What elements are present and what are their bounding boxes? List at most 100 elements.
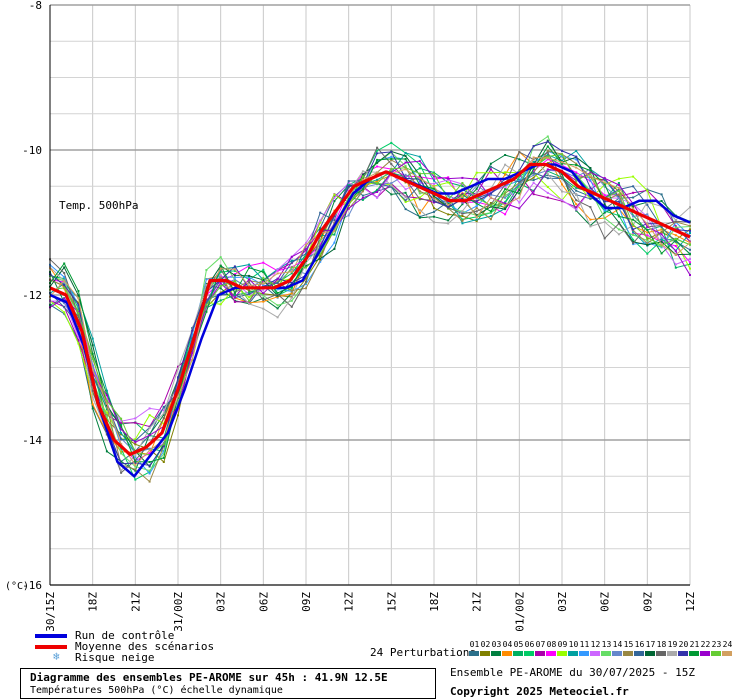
perturbation-point	[105, 408, 108, 411]
perturbation-point	[91, 357, 94, 360]
perturbation-point	[689, 257, 691, 260]
perturbation-point	[319, 260, 322, 263]
perturbation-point	[575, 158, 578, 161]
perturbation-point	[589, 197, 592, 200]
perturbation-point	[191, 359, 194, 361]
perturbation-point	[305, 243, 307, 246]
ensemble-mean-line	[49, 162, 691, 457]
perturbation-point	[674, 250, 677, 253]
perturbation-line-14	[49, 168, 691, 454]
perturbation-point	[262, 299, 265, 301]
perturbation-legend-item: 16	[634, 640, 645, 656]
perturbation-point	[674, 234, 677, 237]
perturbation-point	[660, 252, 663, 255]
perturbation-point	[91, 344, 94, 347]
snowflake-icon: ❄	[53, 650, 60, 663]
perturbation-lines	[49, 135, 691, 483]
perturbation-point	[134, 454, 137, 457]
perturbation-point	[134, 438, 137, 441]
perturbation-point	[617, 228, 620, 231]
perturbation-point	[376, 196, 379, 199]
perturbation-line-01	[49, 166, 691, 463]
perturbation-legend-item: 18	[656, 640, 667, 656]
perturbation-point	[219, 256, 222, 259]
perturbation-point	[433, 221, 435, 224]
perturbation-point	[617, 193, 620, 196]
perturbation-point	[290, 266, 293, 269]
chart-grid	[49, 4, 691, 586]
perturbation-point	[447, 178, 450, 181]
perturbation-point	[461, 196, 464, 199]
perturbation-legend-item: 12	[590, 640, 601, 656]
perturbation-point	[461, 182, 464, 184]
perturbation-point	[475, 198, 478, 201]
perturbation-point	[276, 278, 279, 281]
perturbation-point	[148, 469, 151, 472]
perturbation-point	[504, 163, 507, 166]
perturbation-point	[475, 218, 478, 221]
perturbation-point	[319, 245, 322, 248]
perturbation-point	[191, 352, 194, 354]
perturbation-point	[361, 190, 364, 193]
perturbation-point	[361, 194, 364, 197]
perturbation-point	[248, 281, 251, 284]
perturbation-point	[689, 261, 691, 264]
perturbation-point	[219, 285, 222, 288]
perturbations-label: 24 Perturbations	[370, 646, 476, 659]
perturbation-legend-item: 24	[722, 640, 733, 656]
perturbation-point	[120, 425, 123, 428]
perturbation-point	[404, 151, 407, 154]
perturbation-point	[404, 166, 407, 169]
perturbation-legend-item: 20	[678, 640, 689, 656]
perturbation-point	[333, 200, 336, 203]
perturbation-point	[319, 226, 322, 229]
perturbation-point	[205, 283, 208, 286]
perturbation-point	[646, 201, 649, 204]
perturbation-point	[134, 439, 137, 442]
perturbation-point	[561, 153, 563, 156]
perturbation-point	[489, 202, 492, 204]
perturbation-swatch	[667, 651, 677, 656]
perturbation-point	[689, 241, 691, 244]
perturbation-legend-item: 17	[645, 640, 656, 656]
perturbation-point	[162, 456, 165, 459]
perturbation-point	[461, 203, 464, 206]
perturbation-point	[603, 199, 606, 202]
perturbation-point	[262, 268, 265, 271]
x-tick-label: 12Z	[684, 592, 697, 612]
ensemble-chart: -16 -14 -12 -10 -8 30/15Z 18Z 21Z 31/00Z 03Z 06Z 09…	[5, 0, 697, 632]
perturbation-point	[77, 303, 80, 306]
perturbation-swatch	[535, 651, 545, 656]
perturbation-point	[433, 175, 435, 178]
perturbation-point	[561, 176, 563, 179]
perturbation-point	[589, 186, 592, 189]
perturbation-point	[475, 191, 478, 194]
perturbation-point	[418, 155, 421, 158]
perturbation-point	[603, 178, 606, 181]
perturbation-point	[248, 264, 251, 267]
perturbation-swatch	[546, 651, 556, 656]
perturbation-point	[489, 193, 492, 196]
main-series-lines	[49, 162, 691, 478]
perturbation-point	[689, 253, 691, 256]
perturbation-point	[105, 411, 108, 414]
legend-swatch-control	[35, 634, 67, 638]
perturbation-point	[105, 415, 108, 418]
perturbation-point	[689, 243, 691, 246]
perturbation-point	[504, 173, 507, 176]
perturbation-point	[319, 255, 322, 258]
perturbation-point	[262, 288, 265, 291]
perturbation-point	[504, 213, 507, 216]
perturbation-point	[546, 157, 549, 160]
perturbation-point	[575, 189, 578, 192]
perturbation-point	[660, 233, 663, 236]
perturbation-point	[262, 284, 265, 287]
perturbation-point	[177, 376, 179, 379]
perturbation-point	[674, 263, 677, 266]
perturbation-point	[91, 392, 94, 395]
perturbation-id: 13	[601, 640, 612, 649]
perturbation-point	[475, 214, 478, 217]
perturbation-point	[674, 240, 677, 243]
perturbation-point	[77, 307, 80, 310]
perturbation-point	[276, 316, 279, 319]
